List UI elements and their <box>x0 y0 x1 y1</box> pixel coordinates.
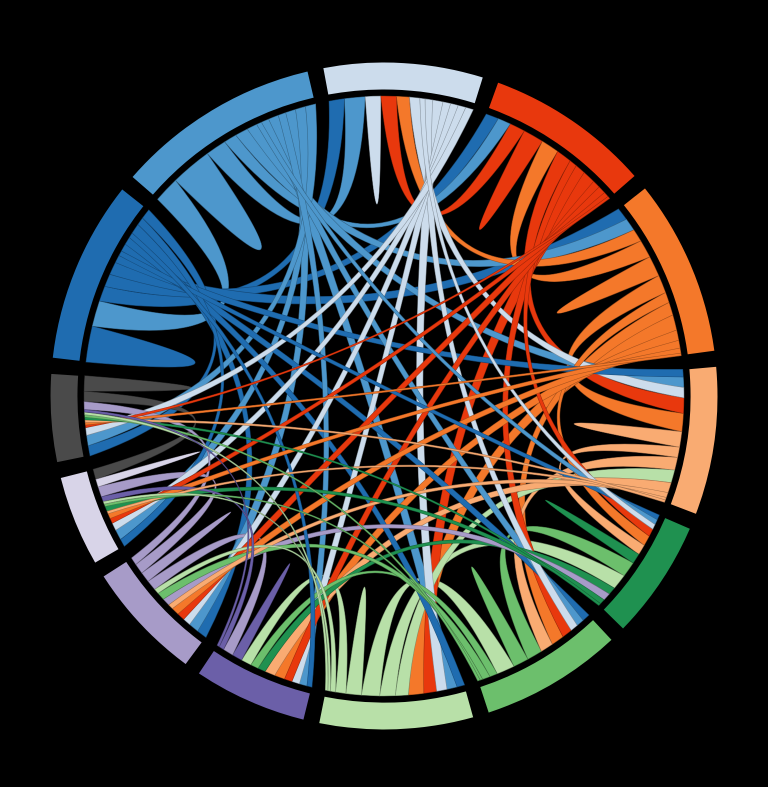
arc-sectors-layer <box>49 61 719 731</box>
chord-ribbon[interactable] <box>87 209 218 457</box>
arc-sector-5[interactable] <box>669 365 719 516</box>
chord-ribbon[interactable] <box>419 97 656 530</box>
chord-ribbon[interactable] <box>171 339 681 615</box>
chord-ribbon[interactable] <box>545 499 640 564</box>
arc-sector-9[interactable] <box>197 649 312 721</box>
chord-ribbon[interactable] <box>109 192 609 524</box>
chord-ribbon[interactable] <box>95 451 201 488</box>
chord-ribbon[interactable] <box>183 103 459 625</box>
chord-ribbon[interactable] <box>168 479 669 609</box>
chord-ribbon[interactable] <box>364 95 382 205</box>
arc-sector-2[interactable] <box>322 61 485 105</box>
chord-ribbon[interactable] <box>85 325 196 368</box>
chord-ribbon[interactable] <box>114 255 684 378</box>
chord-ribbon[interactable] <box>85 196 611 428</box>
chord-ribbon[interactable] <box>232 563 291 661</box>
arc-sector-12[interactable] <box>49 372 85 464</box>
arc-sector-11[interactable] <box>59 470 120 565</box>
arc-sector-3[interactable] <box>487 81 637 196</box>
arc-sector-8[interactable] <box>317 690 475 731</box>
chord-ribbon[interactable] <box>177 186 605 620</box>
ribbons-layer <box>83 95 685 697</box>
arc-sector-6[interactable] <box>602 516 692 631</box>
chord-ribbon[interactable] <box>84 414 481 682</box>
chord-ribbon[interactable] <box>471 566 529 667</box>
chord-ribbon[interactable] <box>102 492 331 692</box>
chord-ribbon[interactable] <box>84 409 250 648</box>
chord-ribbon[interactable] <box>107 347 682 519</box>
arc-sector-10[interactable] <box>102 560 204 666</box>
arc-sector-1[interactable] <box>131 70 315 197</box>
chord-ribbon[interactable] <box>85 107 474 436</box>
chord-ribbon[interactable] <box>345 586 367 696</box>
arc-sector-7[interactable] <box>478 618 614 714</box>
chord-ribbon[interactable] <box>106 464 667 515</box>
chord-ribbon[interactable] <box>84 419 666 503</box>
chord-ribbon[interactable] <box>84 411 329 692</box>
chord-ribbon[interactable] <box>256 121 658 525</box>
chord-ribbon[interactable] <box>291 101 451 685</box>
chord-ribbon[interactable] <box>128 232 316 688</box>
chord-ribbon[interactable] <box>86 103 317 447</box>
arc-sector-4[interactable] <box>622 186 716 356</box>
chord-ribbon[interactable] <box>84 416 601 606</box>
arc-sector-0[interactable] <box>51 187 145 362</box>
chord-ribbon[interactable] <box>141 511 232 582</box>
chord-ribbon[interactable] <box>84 352 682 426</box>
chord-ribbon[interactable] <box>573 422 683 448</box>
